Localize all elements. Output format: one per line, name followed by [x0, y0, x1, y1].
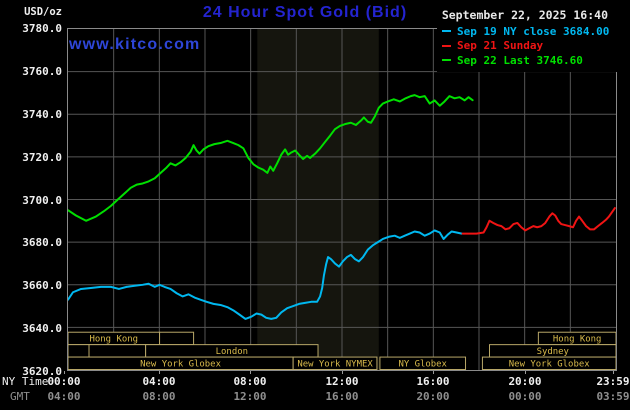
y-tick-label: 3740.0 [22, 107, 62, 121]
x-tick-gmt: 00:00 [508, 389, 542, 403]
ny-time-axis-label: NY Time [2, 374, 49, 388]
chart-title: 24 Hour Spot Gold (Bid) [202, 4, 408, 21]
market-session-box [68, 344, 90, 358]
legend-item: Sep 19 NY close 3684.00 [437, 24, 630, 39]
x-tick-gmt: 20:00 [416, 389, 450, 403]
axis-tick-mark [613, 371, 614, 374]
market-session-box [159, 331, 195, 346]
x-tick-ny-time: 00:00 [47, 374, 81, 388]
x-tick-ny-time: 16:00 [416, 374, 450, 388]
market-session-label: NY Globex [398, 360, 447, 370]
market-session-label: Hong Kong [90, 335, 138, 345]
y-tick-label: 3620.0 [22, 365, 62, 378]
y-tick-label: 3760.0 [22, 64, 62, 78]
market-session-box [292, 356, 378, 370]
legend-item: Sep 21 Sunday [437, 39, 630, 54]
market-session-label: New York Globex [140, 360, 221, 370]
market-session-label: New York NYMEX [297, 360, 373, 370]
market-session-label: Sydney [537, 347, 570, 357]
chart-plot-area: Hong Kong Hong Kong London Sydney New York G… [67, 28, 617, 371]
chart-legend: Sep 19 NY close 3684.00 Sep 21 Sunday Sep … [437, 24, 630, 72]
axis-tick-mark [433, 371, 434, 374]
y-tick-label: 3720.0 [22, 150, 62, 164]
chart-timestamp: September 22, 2025 16:40 [441, 8, 608, 22]
market-session-box [481, 356, 616, 370]
legend-item: Sep 22 Last 3746.60 [437, 53, 630, 68]
y-tick-label: 3640.0 [22, 322, 62, 336]
gmt-axis-label: GMT [10, 389, 30, 403]
y-tick-label: 3660.0 [22, 279, 62, 293]
x-tick-ny-time: 12:00 [325, 374, 359, 388]
axis-tick-mark [342, 371, 343, 374]
axis-tick-mark [250, 371, 251, 374]
y-axis-units-label: USD/oz [24, 6, 62, 18]
x-tick-gmt: 12:00 [233, 389, 267, 403]
market-session-label: London [216, 347, 248, 357]
market-session-box [88, 344, 147, 358]
x-tick-gmt: 08:00 [142, 389, 176, 403]
axis-tick-mark [525, 371, 526, 374]
x-tick-ny-time: 20:00 [508, 374, 542, 388]
market-session-label: Hong Kong [553, 335, 601, 345]
x-tick-gmt: 04:00 [47, 389, 81, 403]
x-tick-ny-time: 08:00 [233, 374, 267, 388]
market-session-box [379, 356, 467, 370]
y-tick-label: 3680.0 [22, 236, 62, 250]
legend-dash-icon [442, 59, 451, 62]
x-tick-gmt: 03:59 [596, 389, 630, 403]
y-tick-label: 3780.0 [22, 22, 62, 35]
axis-tick-mark [159, 371, 160, 374]
price-line-sep-21-sunday [461, 207, 616, 235]
legend-label: Sep 19 NY close 3684.00 [457, 24, 610, 38]
legend-label: Sep 21 Sunday [457, 39, 544, 53]
x-tick-ny-time: 23:59 [596, 374, 630, 388]
legend-label: Sep 22 Last 3746.60 [457, 53, 583, 67]
market-session-label: New York Globex [509, 360, 590, 370]
y-tick-label: 3700.0 [22, 193, 62, 207]
x-tick-gmt: 16:00 [325, 389, 359, 403]
price-line-sep-22-last [68, 94, 474, 222]
x-tick-ny-time: 04:00 [142, 374, 176, 388]
price-line-sep-19-ny-close [68, 229, 463, 320]
kitco-watermark: www.kitco.com [69, 36, 201, 53]
axis-tick-mark [64, 371, 65, 374]
legend-dash-icon [442, 30, 451, 33]
legend-dash-icon [442, 44, 451, 47]
